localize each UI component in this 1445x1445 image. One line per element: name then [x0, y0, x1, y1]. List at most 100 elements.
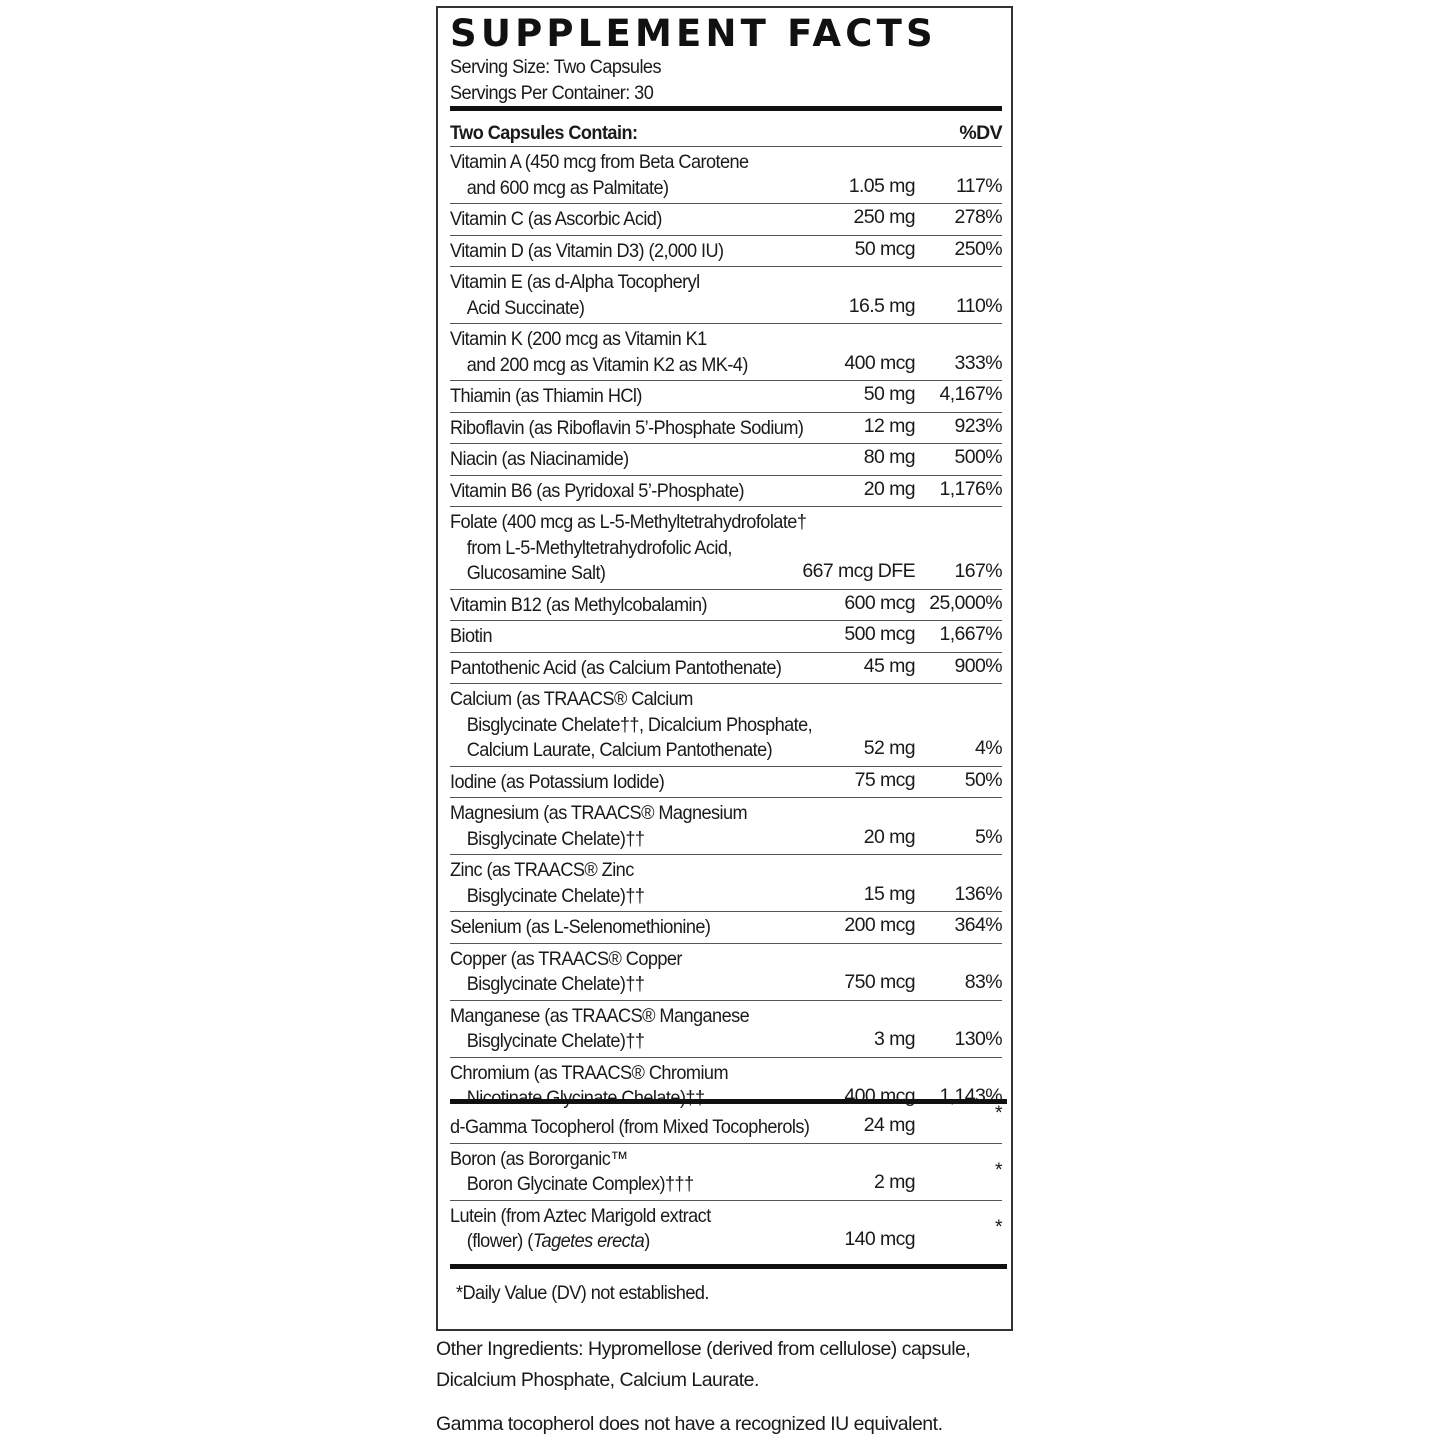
nutrient-amount: 50 mg [863, 383, 916, 405]
nutrient-amount: 140 mcg [844, 1228, 915, 1250]
footnote: *Daily Value (DV) not established. [456, 1282, 709, 1304]
nutrient-dv: 50% [964, 768, 1003, 791]
nutrient-name-line: Niacin (as Niacinamide) [450, 448, 629, 470]
nutrient-dv: 900% [954, 654, 1003, 677]
header-dv: %DV [959, 122, 1002, 144]
nutrient-name-line: Vitamin B6 (as Pyridoxal 5’-Phosphate) [450, 479, 745, 502]
nutrient-dv: 25,000% [929, 591, 1002, 614]
nutrient-row: Vitamin K (200 mcg as Vitamin K1 and 200 … [450, 324, 1003, 381]
nutrient-name-line: Vitamin A (450 mcg from Beta Carotene [450, 151, 749, 173]
other-nutrient-table: d-Gamma Tocopherol (from Mixed Tocophero… [450, 1102, 1003, 1257]
nutrient-dv: 1,176% [939, 477, 1002, 500]
nutrient-name-line: Vitamin D (as Vitamin D3) (2,000 IU) [450, 239, 724, 262]
nutrient-row: Vitamin B12 (as Methylcobalamin) 600 mcg 2… [450, 590, 1003, 621]
nutrient-row: Iodine (as Potassium Iodide) 75 mcg 50% [450, 767, 1003, 798]
nutrient-dv: 136% [954, 882, 1003, 905]
nutrient-row: Vitamin D (as Vitamin D3) (2,000 IU) 50 m… [450, 236, 1003, 267]
nutrient-dv: 4,167% [939, 383, 1002, 405]
nutrient-dv: 333% [954, 351, 1003, 374]
nutrient-dv: 500% [954, 446, 1003, 468]
nutrient-table: Vitamin A (450 mcg from Beta Carotene and… [450, 146, 1003, 1114]
nutrient-amount: 52 mg [863, 737, 916, 759]
nutrient-name-line: from L-5-Methyltetrahydrofolic Acid, [466, 536, 733, 559]
nutrient-name-line: and 200 mcg as Vitamin K2 as MK-4) [466, 353, 749, 376]
panel-title: SUPPLEMENT FACTS [450, 12, 937, 55]
nutrient-row: Pantothenic Acid (as Calcium Pantothenat… [450, 653, 1003, 684]
nutrient-name-line: Bisglycinate Chelate)†† [466, 973, 645, 995]
nutrient-name-line: Bisglycinate Chelate††, Dicalcium Phosph… [466, 713, 813, 736]
nutrient-dv: 923% [954, 414, 1003, 437]
gamma-note: Gamma tocopherol does not have a recogni… [436, 1413, 943, 1435]
nutrient-dv: 5% [975, 825, 1003, 848]
nutrient-dv: 250% [954, 237, 1003, 260]
nutrient-name-line: and 600 mcg as Palmitate) [466, 176, 669, 199]
nutrient-row: Zinc (as TRAACS® Zinc Bisglycinate Chelat… [450, 855, 1003, 912]
nutrient-row: Boron (as Bororganic™ Boron Glycinate Com… [450, 1144, 1003, 1201]
nutrient-row: Selenium (as L-Selenomethionine) 200 mcg 3… [450, 912, 1003, 944]
serving-size: Serving Size: Two Capsules [450, 56, 662, 78]
servings-per-container: Servings Per Container: 30 [450, 82, 654, 104]
nutrient-dv: 110% [955, 294, 1003, 317]
nutrient-row: Vitamin B6 (as Pyridoxal 5’-Phosphate) 20… [450, 476, 1003, 507]
nutrient-name-line: Selenium (as L-Selenomethionine) [450, 916, 711, 938]
nutrient-name-line: Vitamin E (as d-Alpha Tocopheryl [450, 271, 700, 293]
nutrient-amount: 12 mg [863, 414, 916, 437]
nutrient-name-line: Glucosamine Salt) [466, 562, 606, 584]
nutrient-row: Magnesium (as TRAACS® Magnesium Bisglycin… [450, 798, 1003, 855]
other-ingredients: Other Ingredients: Hypromellose (derived… [436, 1334, 1016, 1396]
nutrient-dv: 364% [954, 914, 1003, 936]
nutrient-name-line: Boron (as Bororganic™ [450, 1147, 628, 1170]
nutrient-amount: 667 mcg DFE [802, 560, 915, 582]
nutrient-name-line: Acid Succinate) [466, 296, 585, 319]
nutrient-dv: * [995, 1216, 1003, 1238]
nutrient-name-line: Manganese (as TRAACS® Manganese [450, 1004, 750, 1027]
nutrient-amount: 2 mg [874, 1171, 916, 1193]
nutrient-row: Chromium (as TRAACS® Chromium Nicotinate … [450, 1058, 1003, 1114]
table-header: Two Capsules Contain: %DV [450, 118, 1003, 148]
nutrient-name-text: ) [644, 1230, 650, 1252]
nutrient-amount: 1.05 mg [848, 174, 916, 197]
nutrient-amount: 250 mg [853, 206, 916, 228]
nutrient-row: Vitamin E (as d-Alpha Tocopheryl Acid Suc… [450, 267, 1003, 324]
nutrient-name-text: (flower) ( [466, 1230, 534, 1252]
nutrient-amount: 600 mcg [844, 591, 915, 614]
header-label: Two Capsules Contain: [450, 122, 638, 144]
nutrient-name-line: Thiamin (as Thiamin HCl) [450, 385, 642, 407]
supplement-facts-panel: SUPPLEMENT FACTS Serving Size: Two Capsu… [436, 6, 1013, 1331]
nutrient-amount: 45 mg [863, 654, 916, 677]
nutrient-name-line: d-Gamma Tocopherol (from Mixed Tocophero… [450, 1116, 810, 1138]
nutrient-amount: 200 mcg [844, 914, 915, 936]
nutrient-name-line: Bisglycinate Chelate)†† [466, 884, 645, 907]
nutrient-dv: 278% [954, 206, 1003, 228]
nutrient-row: Vitamin A (450 mcg from Beta Carotene and… [450, 147, 1003, 204]
nutrient-name-line: Lutein (from Aztec Marigold extract [450, 1204, 711, 1227]
nutrient-row: Thiamin (as Thiamin HCl) 50 mg 4,167% [450, 381, 1003, 413]
nutrient-name-line: Bisglycinate Chelate)†† [466, 1030, 645, 1052]
nutrient-name-line: Magnesium (as TRAACS® Magnesium [450, 802, 748, 824]
nutrient-dv: 83% [964, 971, 1003, 993]
nutrient-row: Manganese (as TRAACS® Manganese Bisglycin… [450, 1001, 1003, 1058]
nutrient-name-line: Zinc (as TRAACS® Zinc [450, 859, 634, 881]
nutrient-name-line: Iodine (as Potassium Iodide) [450, 770, 665, 793]
nutrient-amount: 16.5 mg [848, 294, 916, 317]
nutrient-amount: 50 mcg [854, 237, 916, 260]
nutrient-name-line: Pantothenic Acid (as Calcium Pantothenat… [450, 656, 782, 679]
nutrient-row: Folate (400 mcg as L-5-Methyltetrahydrof… [450, 507, 1003, 590]
nutrient-amount: 20 mg [863, 825, 916, 848]
nutrient-row: Calcium (as TRAACS® Calcium Bisglycinate … [450, 684, 1003, 767]
nutrient-amount: 750 mcg [844, 971, 915, 993]
species-name: Tagetes erecta [532, 1230, 645, 1252]
nutrient-name-line: Chromium (as TRAACS® Chromium [450, 1061, 729, 1084]
nutrient-name-line: Calcium Laurate, Calcium Pantothenate) [466, 739, 773, 761]
other-ingredients-line: Dicalcium Phosphate, Calcium Laurate. [436, 1369, 759, 1391]
nutrient-row: Vitamin C (as Ascorbic Acid) 250 mg 278% [450, 204, 1003, 236]
nutrient-name-line: Vitamin K (200 mcg as Vitamin K1 [450, 328, 707, 350]
nutrient-name-line: Vitamin B12 (as Methylcobalamin) [450, 593, 708, 616]
nutrient-row: Copper (as TRAACS® Copper Bisglycinate Ch… [450, 944, 1003, 1001]
nutrient-dv: 1,143% [939, 1085, 1002, 1107]
nutrient-name-line: Biotin [450, 625, 493, 647]
divider-thick [450, 1264, 1007, 1269]
nutrient-amount: 24 mg [863, 1114, 916, 1136]
nutrient-dv: 130% [954, 1028, 1003, 1050]
divider-thick [450, 1099, 1007, 1104]
